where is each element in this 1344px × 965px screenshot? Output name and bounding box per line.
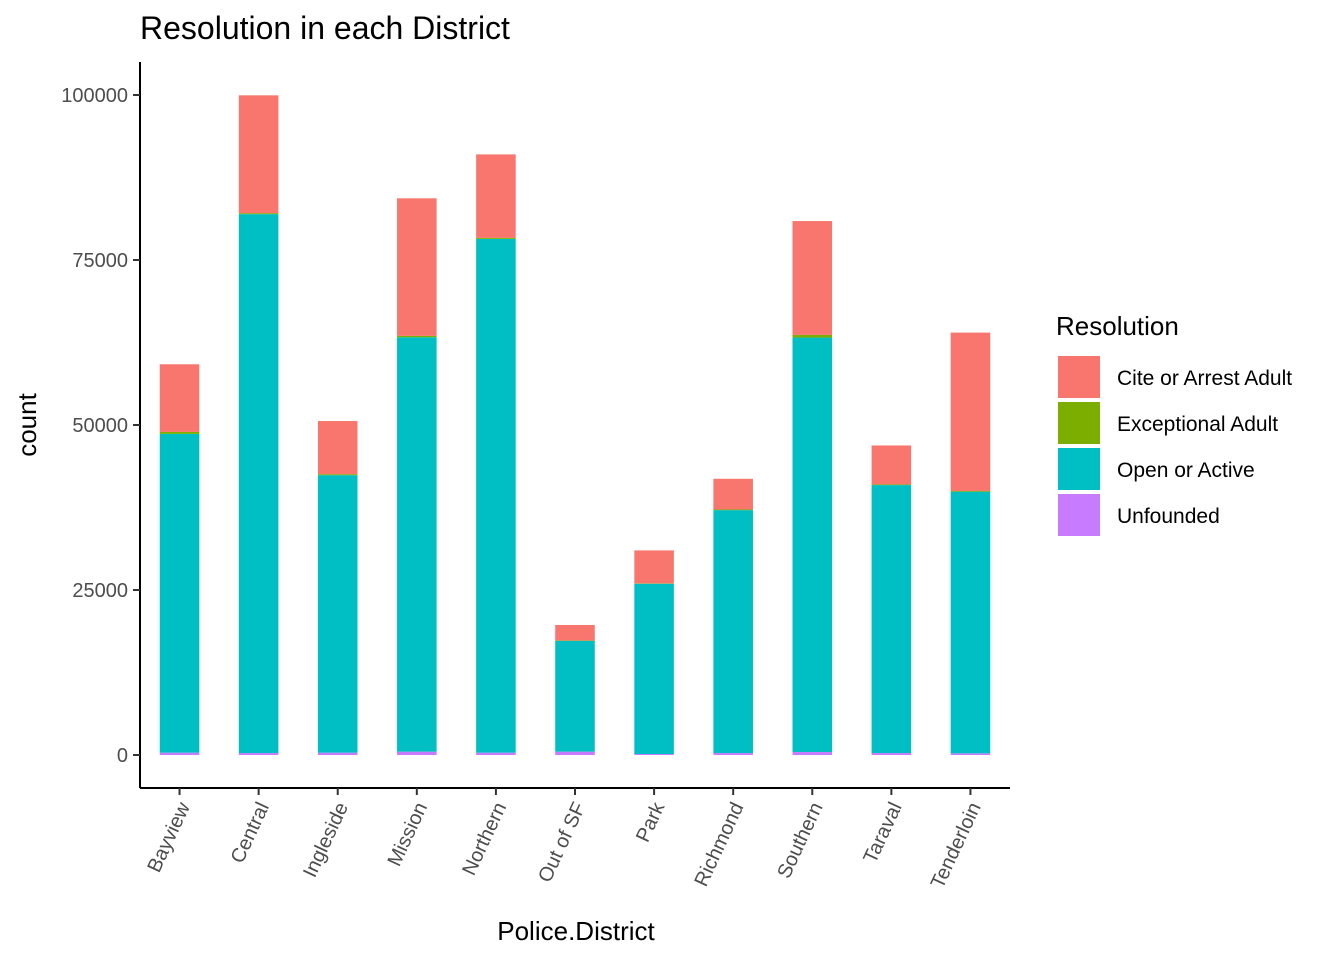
bar-segment <box>951 753 991 755</box>
bar-segment <box>160 434 200 753</box>
x-tick-label: Mission <box>384 799 433 870</box>
bar-segment <box>713 479 753 510</box>
bar-segment <box>872 484 912 485</box>
bar-segment <box>634 550 674 583</box>
x-tick-label: Richmond <box>691 799 749 890</box>
bar-segment <box>160 753 200 755</box>
bar-segment <box>793 752 833 755</box>
bar-segment <box>160 364 200 432</box>
bar-segment <box>397 752 437 755</box>
bar-segment <box>397 337 437 751</box>
bar-segment <box>476 753 516 755</box>
bar-segment <box>555 641 595 752</box>
bar-segment <box>476 239 516 753</box>
x-axis-label: Police.District <box>497 916 655 946</box>
bar-segment <box>397 336 437 337</box>
bar-segment <box>397 198 437 336</box>
x-tick-label: Ingleside <box>299 799 353 881</box>
bar-segment <box>476 154 516 237</box>
x-tick-label: Tenderloin <box>927 799 986 892</box>
legend-title: Resolution <box>1056 311 1179 341</box>
y-axis: 0 25000 50000 75000 100000 <box>61 62 140 788</box>
bar-segment <box>634 584 674 754</box>
bar-segment <box>555 625 595 641</box>
bar-segment <box>239 95 279 213</box>
bar-segment <box>318 753 358 755</box>
bar-segment <box>872 753 912 755</box>
plot-area <box>160 95 990 755</box>
y-axis-label: count <box>12 392 42 456</box>
x-axis: Bayview Central Ingleside Mission Northern Ou… <box>140 788 1010 892</box>
bar-segment <box>239 214 279 753</box>
legend: Resolution Cite or Arrest Adult Exception… <box>1056 311 1292 536</box>
x-tick-label: Southern <box>773 799 827 882</box>
bar-segment <box>318 475 358 753</box>
legend-key <box>1058 356 1100 398</box>
x-tick-label: Park <box>632 798 670 845</box>
bar-segment <box>951 333 991 491</box>
bar-segment <box>793 338 833 752</box>
y-tick-label: 25000 <box>72 580 128 602</box>
y-tick-label: 100000 <box>61 85 128 107</box>
bar-segment <box>239 213 279 214</box>
bar-segment <box>793 335 833 338</box>
x-tick-label: Northern <box>458 799 511 879</box>
bar-segment <box>713 753 753 755</box>
chart-title: Resolution in each District <box>140 10 510 46</box>
y-tick-label: 75000 <box>72 250 128 272</box>
x-tick-label: Taraval <box>859 799 906 867</box>
x-tick-label: Bayview <box>143 799 195 876</box>
bar-segment <box>318 421 358 474</box>
bar-segment <box>713 510 753 753</box>
bar-segment <box>634 754 674 755</box>
legend-key <box>1058 448 1100 490</box>
bar-segment <box>793 221 833 335</box>
bar-segment <box>951 492 991 754</box>
legend-label: Exceptional Adult <box>1117 413 1278 436</box>
legend-label: Unfounded <box>1117 505 1220 528</box>
bar-segment <box>951 491 991 492</box>
bar-segment <box>872 445 912 484</box>
legend-key <box>1058 402 1100 444</box>
bar-segment <box>239 753 279 755</box>
x-tick-label: Out of SF <box>534 799 590 886</box>
y-tick-label: 0 <box>117 745 128 767</box>
x-tick-label: Central <box>227 799 274 867</box>
bar-segment <box>476 238 516 239</box>
bar-segment <box>160 432 200 434</box>
legend-key <box>1058 494 1100 536</box>
legend-label: Open or Active <box>1117 459 1255 482</box>
y-tick-label: 50000 <box>72 415 128 437</box>
bar-segment <box>872 485 912 753</box>
legend-label: Cite or Arrest Adult <box>1117 367 1292 390</box>
bar-segment <box>713 509 753 510</box>
bar-segment <box>555 752 595 755</box>
bar-segment <box>318 474 358 475</box>
